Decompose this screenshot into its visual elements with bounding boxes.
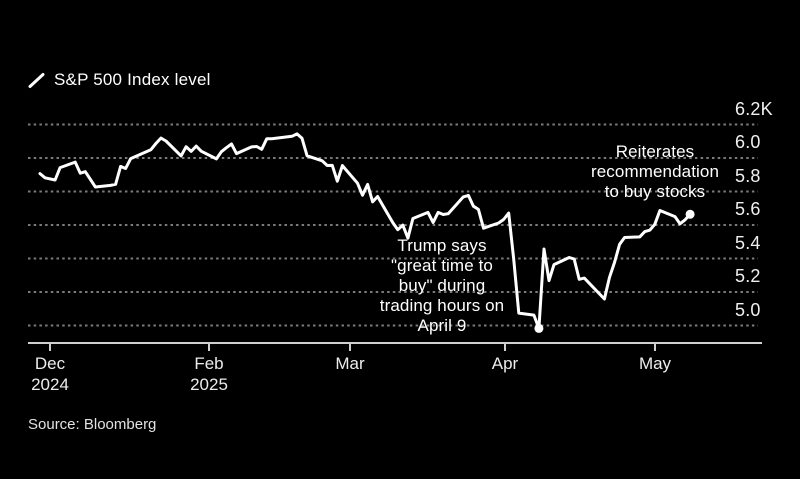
y-axis-label: 6.0 bbox=[735, 132, 761, 152]
point-marker bbox=[685, 209, 695, 219]
x-axis-label: Dec 2024 bbox=[31, 354, 69, 394]
x-axis-label: Mar bbox=[335, 354, 365, 373]
y-axis-label: 5.6 bbox=[735, 199, 761, 219]
sp500-line bbox=[38, 132, 692, 330]
annotation-reiterates: Reiterates recommendation to buy stocks bbox=[590, 142, 720, 201]
y-axis-label: 5.8 bbox=[735, 166, 761, 186]
y-axis-label: 5.0 bbox=[735, 300, 761, 320]
source-credit: Source: Bloomberg bbox=[28, 416, 157, 433]
legend: S&P 500 Index level bbox=[28, 70, 211, 90]
y-axis-label: 5.2 bbox=[735, 266, 761, 286]
x-axis-label: Apr bbox=[491, 354, 519, 373]
x-axis-label: May bbox=[638, 354, 672, 373]
annotation-trump: Trump says "great time to buy" during tr… bbox=[379, 236, 505, 335]
legend-label: S&P 500 Index level bbox=[54, 70, 211, 89]
x-axis-label: Feb 2025 bbox=[190, 354, 228, 394]
point-marker bbox=[534, 323, 544, 333]
y-axis-label: 6.2K bbox=[735, 99, 773, 119]
y-axis-label: 5.4 bbox=[735, 233, 761, 253]
line-swatch-icon bbox=[28, 72, 45, 89]
